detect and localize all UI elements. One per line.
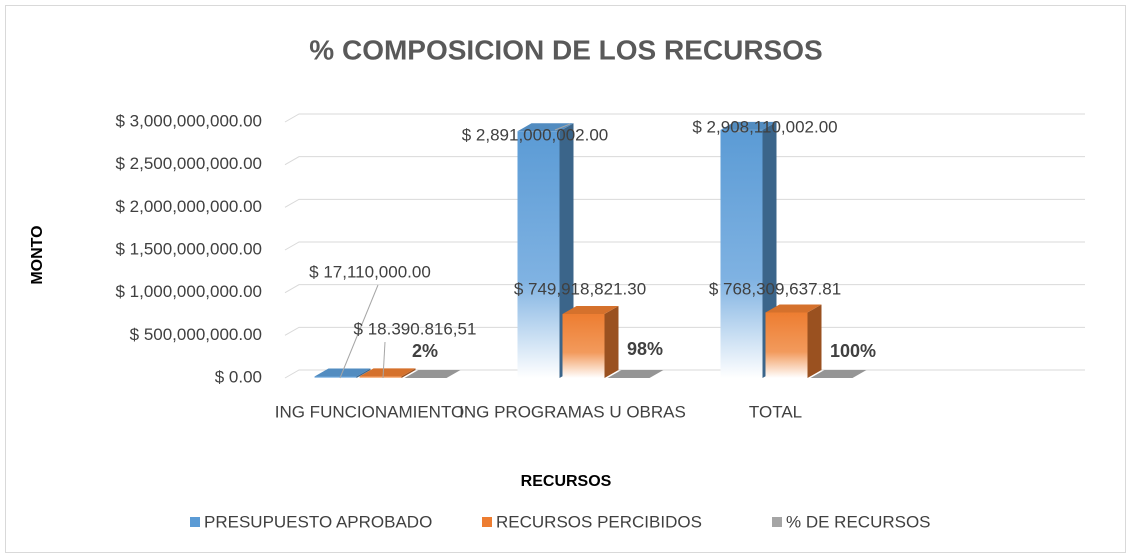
x-tick-label: TOTAL [749,402,802,421]
bar-top [720,121,777,130]
legend-label: PRESUPUESTO APROBADO [204,512,432,531]
y-tick-label: $ 500,000,000.00 [130,325,262,344]
bar-top [765,304,822,313]
bar-front [765,312,808,378]
legend-label: % DE RECURSOS [786,512,931,531]
y-tick-label: $ 1,000,000,000.00 [115,282,262,301]
bar-side [401,368,416,378]
grid-line [284,369,1085,379]
legend-swatch [772,517,782,527]
bar-front [720,129,763,378]
bar-front [359,376,402,378]
leader-line [554,123,571,131]
x-axis-label: RECURSOS [521,473,612,490]
bar-front [562,314,605,378]
x-tick-label: ING FUNCIONAMIENTO [275,402,465,421]
y-tick-label: $ 1,500,000,000.00 [115,239,262,258]
bar-top [359,368,416,377]
data-label: $ 768,309,637.81 [709,279,841,298]
y-axis-label: MONTO [29,225,46,284]
chart-title: % COMPOSICION DE LOS RECURSOS [309,34,822,65]
grid-line [284,156,1085,166]
data-label: 100% [830,341,876,361]
legend-swatch [190,517,200,527]
data-label: $ 749,918,821.30 [514,279,646,298]
data-label: $ 2,908,110,002.00 [692,117,837,136]
leader-line [339,284,379,379]
grid-line [284,198,1085,208]
data-label: $ 2,891,000,002.00 [462,125,609,144]
bar-top [607,370,664,378]
y-tick-label: $ 2,000,000,000.00 [115,197,262,216]
y-tick-label: $ 3,000,000,000.00 [115,111,262,130]
bar-front [517,131,560,378]
bar-side [604,306,619,378]
bar-side [807,304,822,378]
bar-side [356,368,371,378]
data-label: $ 17,110,000.00 [309,262,431,281]
y-tick-label: $ 0.00 [215,367,262,386]
leader-line [382,341,386,379]
data-label: $ 18.390.816,51 [354,319,477,338]
data-label: 98% [627,339,663,359]
legend-label: RECURSOS PERCIBIDOS [496,512,702,531]
grid-line [284,284,1085,294]
grid-line [284,113,1085,123]
bar-top [517,123,574,132]
grid-line [284,326,1085,336]
y-tick-label: $ 2,500,000,000.00 [115,154,262,173]
bar-front [314,376,357,378]
legend-swatch [482,517,492,527]
leader-line [734,129,746,133]
bar-top [404,370,461,378]
grid-line [284,241,1085,251]
bar-top [810,370,867,378]
bar-top [562,306,619,315]
x-tick-label: ING PROGRAMAS U OBRAS [459,402,686,421]
data-label: 2% [412,341,438,361]
